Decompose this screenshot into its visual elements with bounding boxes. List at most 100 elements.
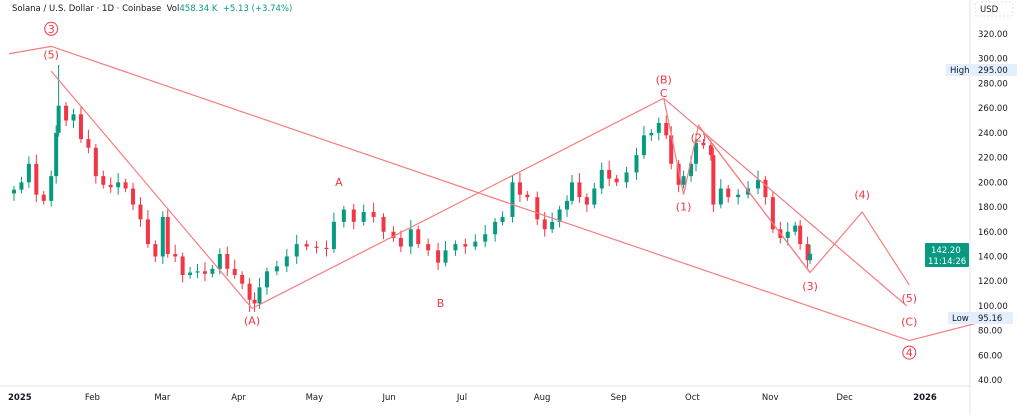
candle-body — [565, 200, 570, 210]
candle-body — [689, 163, 694, 177]
y-tick-label: 200.00 — [978, 178, 1008, 188]
candle-body — [180, 256, 185, 276]
candle-body — [805, 244, 810, 261]
symbol-title[interactable]: Solana / U.S. Dollar · 1D · Coinbase — [12, 4, 162, 14]
x-tick-label: Jul — [456, 393, 467, 403]
candle-body — [535, 197, 540, 220]
candle-body — [257, 287, 262, 304]
candle-body — [634, 155, 639, 173]
candle-body — [607, 169, 612, 179]
candle-body — [274, 266, 279, 272]
time-axis[interactable]: 2025 Feb Mar Apr May Jun Jul Aug Sep Oct Nov Dec 202… — [8, 393, 937, 403]
candle-body — [247, 283, 252, 300]
candle-body — [453, 244, 458, 251]
candle-body — [599, 169, 604, 189]
candle-body — [304, 244, 309, 247]
candle-body — [361, 211, 366, 222]
candle-body — [681, 176, 686, 185]
x-tick-label: May — [306, 393, 324, 403]
candle-body — [649, 132, 654, 136]
y-tick-label: 80.00 — [978, 327, 1002, 337]
wave-label: (3) — [802, 280, 818, 293]
candle-body — [510, 182, 515, 217]
wave-circle — [44, 21, 59, 36]
x-tick-label: Dec — [836, 393, 853, 403]
candle-body — [669, 135, 674, 164]
wave-line[interactable] — [663, 97, 908, 307]
price-change: +5.13 (+3.74%) — [222, 4, 293, 14]
candle-body — [500, 216, 505, 222]
candle-body — [294, 244, 299, 257]
x-tick-label: Nov — [762, 393, 779, 403]
wave-label: (A) — [244, 314, 260, 327]
wave-line[interactable] — [50, 70, 253, 309]
candle-body — [641, 135, 646, 156]
candle-body — [195, 271, 200, 273]
candle-body — [808, 253, 813, 261]
candle-body — [210, 268, 215, 274]
wave-label: A — [335, 176, 343, 189]
candles — [12, 64, 813, 312]
candle-body — [165, 216, 170, 255]
candle-body — [26, 163, 31, 183]
candle-body — [557, 209, 562, 222]
wave-label: 3 — [48, 23, 55, 36]
candle-body — [426, 244, 431, 251]
candle-body — [232, 268, 237, 276]
wave-lines — [8, 45, 987, 342]
wave-line[interactable] — [8, 45, 987, 342]
y-tick-label: 160.00 — [978, 228, 1008, 238]
candle-body — [145, 219, 150, 245]
low-value-tag — [973, 312, 1013, 324]
candle-body — [398, 237, 403, 247]
candle-body — [64, 105, 69, 121]
candle-body — [225, 254, 230, 269]
candle-body — [86, 139, 91, 148]
last-price: 142.20 — [931, 246, 961, 256]
volume-label: Vol — [166, 4, 180, 14]
y-tick-label: 320.00 — [978, 30, 1008, 40]
candle-body — [54, 132, 59, 177]
wave-line[interactable] — [251, 97, 665, 309]
candle-body — [138, 204, 143, 220]
x-tick-label: Aug — [534, 393, 551, 403]
candle-body — [264, 271, 269, 288]
price-axis[interactable]: 320.00 300.00 280.00 260.00 240.00 220.00 200.… — [978, 30, 1008, 386]
last-price-tag — [925, 243, 969, 267]
y-tick-label: 280.00 — [978, 79, 1008, 89]
wave-label: (5) — [901, 292, 917, 305]
candle-body — [736, 194, 741, 198]
candle-body — [711, 155, 716, 205]
candle-body — [793, 225, 798, 232]
wave-line[interactable] — [698, 125, 811, 273]
wave-label: (B) — [656, 73, 672, 86]
currency-label: USD — [980, 5, 999, 15]
x-tick-label: Feb — [85, 393, 100, 403]
y-tick-label: 260.00 — [978, 104, 1008, 114]
candle-body — [41, 194, 46, 201]
candle-body — [577, 182, 582, 198]
candle-body — [371, 211, 376, 217]
y-tick-label: 300.00 — [978, 55, 1008, 65]
candle-body — [483, 234, 488, 242]
chart-legend: Solana / U.S. Dollar · 1D · Coinbase Vol… — [12, 4, 292, 14]
y-tick-label: 140.00 — [978, 252, 1008, 262]
wave-line[interactable] — [663, 98, 910, 286]
wave-label: (5) — [43, 49, 59, 62]
x-tick-label: Oct — [685, 393, 700, 403]
candle-body — [78, 114, 83, 140]
currency-button[interactable] — [974, 1, 1014, 17]
candle-body — [614, 178, 619, 183]
low-value: 95.16 — [978, 314, 1002, 324]
wave-label: (C) — [901, 316, 917, 329]
candle-body — [381, 216, 386, 232]
candle-body — [726, 188, 731, 198]
candle-body — [570, 182, 574, 201]
candle-body — [770, 197, 775, 230]
y-tick-label: 100.00 — [978, 302, 1008, 312]
low-label: Low — [952, 314, 969, 324]
candle-body — [763, 179, 768, 198]
candle-body — [701, 142, 706, 146]
high-label: High — [950, 66, 970, 76]
